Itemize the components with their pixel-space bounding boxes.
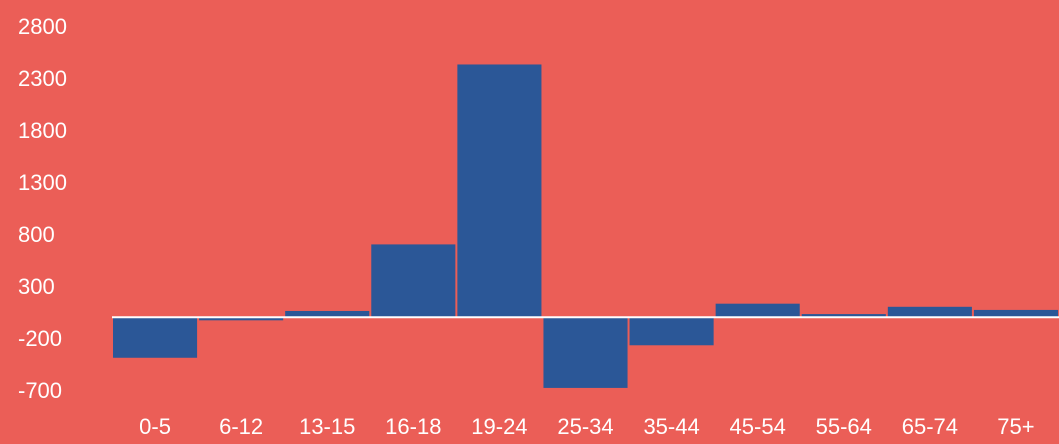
- bar-55-64: [801, 314, 886, 318]
- x-tick-label: 25-34: [557, 414, 613, 439]
- bar-6-12: [199, 317, 284, 321]
- y-tick-label: -700: [18, 378, 62, 403]
- x-tick-label: 16-18: [385, 414, 441, 439]
- x-tick-label: 55-64: [816, 414, 872, 439]
- bar-65-74: [887, 306, 972, 318]
- bar-45-54: [715, 303, 800, 318]
- y-tick-label: 2800: [18, 14, 67, 39]
- bar-35-44: [629, 317, 714, 346]
- bar-19-24: [457, 64, 542, 318]
- x-tick-label: 13-15: [299, 414, 355, 439]
- x-tick-label: 19-24: [471, 414, 527, 439]
- x-axis-tick-labels: 0-5 6-12 13-15 16-18 19-24 25-34 35-44 45-54 55-…: [139, 414, 1034, 439]
- bar-16-18: [371, 244, 456, 318]
- bar-75+: [973, 309, 1058, 318]
- x-tick-label: 6-12: [219, 414, 263, 439]
- y-tick-label: -200: [18, 326, 62, 351]
- x-tick-label: 0-5: [139, 414, 171, 439]
- x-tick-label: 65-74: [902, 414, 958, 439]
- y-tick-label: 2300: [18, 66, 67, 91]
- bar-13-15: [285, 310, 370, 318]
- y-tick-label: 1800: [18, 118, 67, 143]
- x-tick-label: 45-54: [730, 414, 786, 439]
- y-tick-label: 300: [18, 274, 55, 299]
- bars-group: [113, 64, 1058, 388]
- bar-25-34: [543, 317, 628, 388]
- x-tick-label: 75+: [997, 414, 1034, 439]
- y-axis-tick-labels: 2800 2300 1800 1300 800 300 -200 -700: [18, 14, 67, 403]
- x-tick-label: 35-44: [643, 414, 699, 439]
- bar-0-5: [113, 317, 198, 358]
- y-tick-label: 1300: [18, 170, 67, 195]
- y-tick-label: 800: [18, 222, 55, 247]
